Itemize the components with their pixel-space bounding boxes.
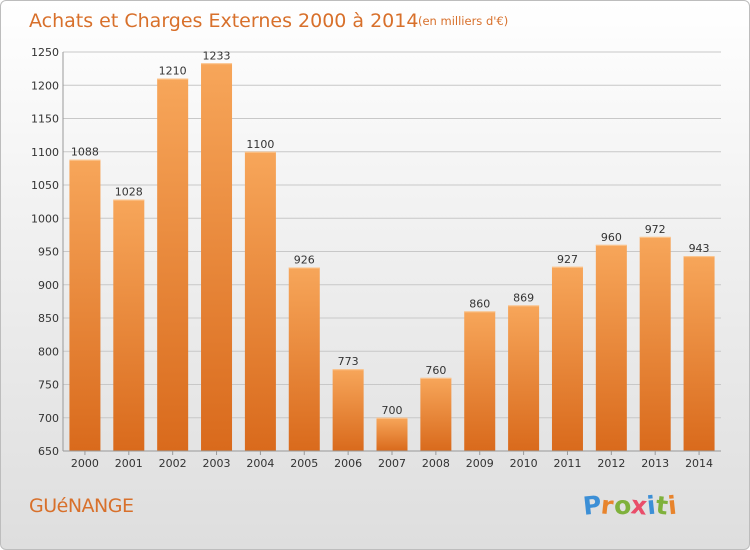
y-tick-label: 1050 bbox=[31, 179, 59, 192]
x-tick-label: 2010 bbox=[510, 457, 538, 470]
bar-2004 bbox=[244, 151, 276, 451]
data-label-2002: 1210 bbox=[159, 65, 187, 78]
data-label-2006: 773 bbox=[338, 355, 359, 368]
y-tick-label: 650 bbox=[38, 445, 59, 458]
y-tick-label: 700 bbox=[38, 412, 59, 425]
bar-2001 bbox=[113, 199, 145, 451]
bar-2002 bbox=[157, 78, 189, 451]
y-tick-label: 750 bbox=[38, 379, 59, 392]
bar-2013 bbox=[639, 236, 671, 451]
chart-unit: (en milliers d'€) bbox=[418, 14, 508, 28]
x-tick-label: 2005 bbox=[290, 457, 318, 470]
y-tick-label: 1250 bbox=[31, 46, 59, 59]
data-label-2009: 860 bbox=[469, 297, 490, 310]
data-label-2014: 943 bbox=[689, 242, 710, 255]
data-labels: 1088 1028 1210 1233 1100 926 773 700 760 860 869 92… bbox=[71, 49, 710, 416]
bars bbox=[69, 63, 715, 452]
y-tick-label: 950 bbox=[38, 246, 59, 259]
data-label-2013: 972 bbox=[645, 223, 666, 236]
y-tick-label: 1150 bbox=[31, 113, 59, 126]
x-tick-label: 2007 bbox=[378, 457, 406, 470]
bar-2014 bbox=[683, 256, 715, 451]
y-tick-label: 900 bbox=[38, 279, 59, 292]
bar-2011 bbox=[551, 266, 583, 451]
x-tick-label: 2012 bbox=[597, 457, 625, 470]
x-axis-ticks: 2000 2001 2002 2003 2004 2005 2006 2007 2008 2009… bbox=[71, 451, 713, 470]
data-label-2012: 960 bbox=[601, 231, 622, 244]
x-tick-label: 2009 bbox=[466, 457, 494, 470]
x-tick-label: 2006 bbox=[334, 457, 362, 470]
y-tick-label: 1100 bbox=[31, 146, 59, 159]
x-tick-label: 2003 bbox=[203, 457, 231, 470]
x-tick-label: 2014 bbox=[685, 457, 713, 470]
y-tick-label: 1000 bbox=[31, 212, 59, 225]
bar-2012 bbox=[595, 244, 627, 451]
y-tick-label: 800 bbox=[38, 345, 59, 358]
data-label-2005: 926 bbox=[294, 253, 315, 266]
bar-2003 bbox=[201, 63, 233, 452]
bar-2008 bbox=[420, 377, 452, 451]
place-name: GUéNANGE bbox=[29, 495, 134, 517]
bar-2007 bbox=[376, 417, 408, 451]
data-label-2000: 1088 bbox=[71, 146, 99, 159]
x-tick-label: 2013 bbox=[641, 457, 669, 470]
data-label-2004: 1100 bbox=[246, 138, 274, 151]
data-label-2003: 1233 bbox=[203, 49, 231, 62]
bar-2005 bbox=[288, 267, 320, 451]
y-axis-ticks: 650 700 750 800 850 900 950 1000 1050 1100 1150 120… bbox=[31, 46, 59, 458]
x-tick-label: 2002 bbox=[159, 457, 187, 470]
data-label-2001: 1028 bbox=[115, 186, 143, 199]
data-label-2007: 700 bbox=[382, 404, 403, 417]
x-tick-label: 2000 bbox=[71, 457, 99, 470]
bar-2010 bbox=[508, 305, 540, 451]
data-label-2011: 927 bbox=[557, 253, 578, 266]
chart-title: Achats et Charges Externes 2000 à 2014 bbox=[29, 10, 418, 32]
x-tick-label: 2011 bbox=[553, 457, 581, 470]
data-label-2010: 869 bbox=[513, 291, 534, 304]
x-tick-label: 2001 bbox=[115, 457, 143, 470]
x-tick-label: 2004 bbox=[246, 457, 274, 470]
bar-2006 bbox=[332, 369, 364, 451]
proxiti-logo: Proxiti bbox=[582, 490, 689, 523]
bar-2000 bbox=[69, 159, 101, 452]
y-tick-label: 1200 bbox=[31, 79, 59, 92]
x-tick-label: 2008 bbox=[422, 457, 450, 470]
data-label-2008: 760 bbox=[425, 364, 446, 377]
bar-2009 bbox=[464, 311, 496, 451]
y-tick-label: 850 bbox=[38, 312, 59, 325]
logo-letter: i bbox=[666, 490, 678, 521]
